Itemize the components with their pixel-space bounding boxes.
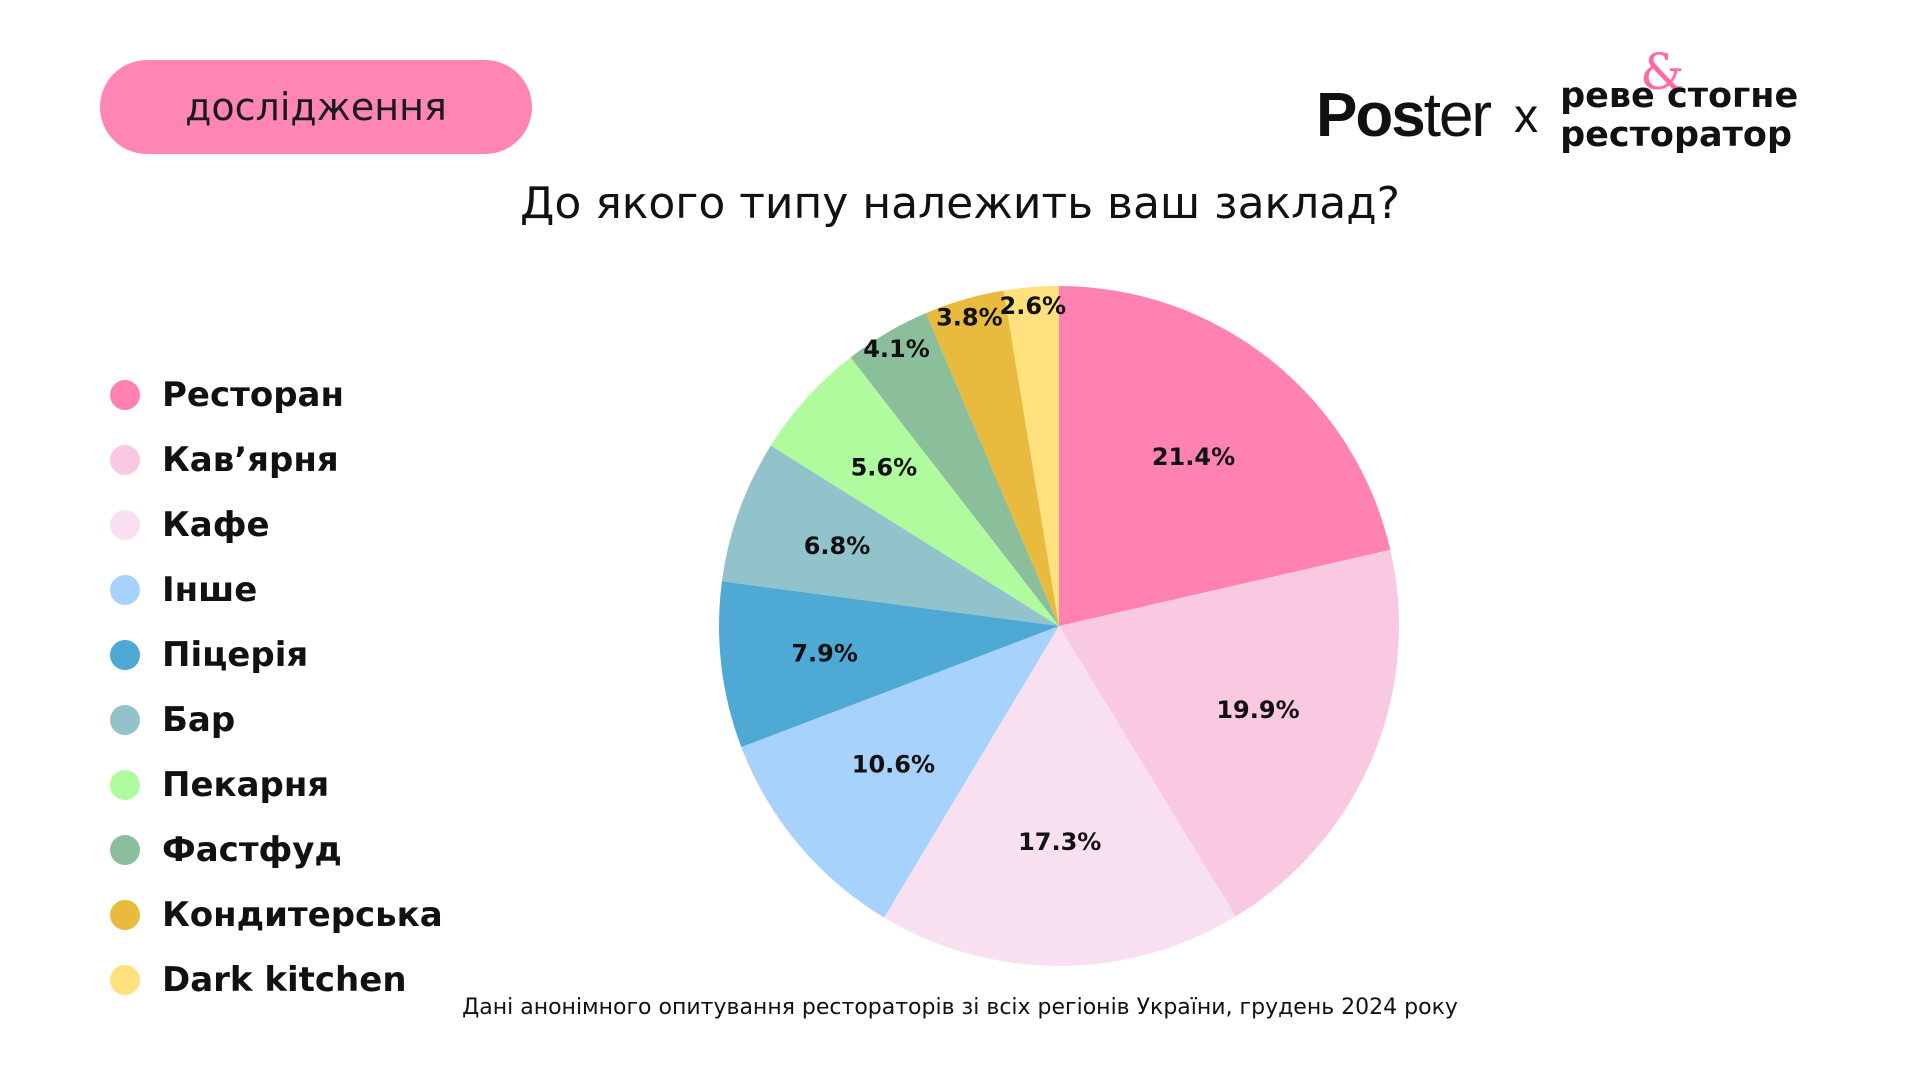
partner-logo-line1: реве стогне [1560,76,1799,116]
pie-slice [741,626,1059,918]
legend-item: Бар [110,687,443,752]
legend-item: Ресторан [110,362,443,427]
legend-label: Кав’ярня [162,439,339,480]
slice-value-label: 6.8% [804,532,871,560]
partner-logo-line2: ресторатор [1560,115,1793,155]
slice-value-label: 2.6% [1000,292,1067,320]
legend-swatch [110,834,140,865]
legend-label: Dark kitchen [162,959,407,1000]
pie-slice [1003,286,1059,626]
legend-item: Інше [110,557,443,622]
legend-swatch [110,509,140,540]
legend-item: Dark kitchen [110,947,443,1012]
legend-swatch [110,769,140,800]
brand-logos: Poster x & реве стогне ресторатор [1316,47,1799,166]
legend-swatch [110,964,140,995]
legend-label: Кондитерська [162,894,443,935]
research-badge: дослідження [100,60,532,154]
pie-slice [850,313,1059,626]
pie-slice [1059,549,1399,917]
slice-value-label: 7.9% [791,639,858,667]
legend-label: Бар [162,699,236,740]
legend-label: Фастфуд [162,829,342,870]
legend-swatch [110,444,140,475]
pie-slice [884,626,1236,966]
footnote: Дані анонімного опитування рестораторів … [462,995,1458,1020]
chart-title: До якого типу належить ваш заклад? [520,178,1400,229]
pie-slices [719,286,1399,966]
legend-swatch [110,704,140,735]
poster-logo: Poster [1316,85,1492,147]
slice-value-label: 10.6% [852,751,935,779]
legend-swatch [110,639,140,670]
legend-label: Кафе [162,504,270,545]
legend-item: Фастфуд [110,817,443,882]
slice-value-label: 21.4% [1152,443,1235,471]
slice-value-label: 5.6% [851,454,918,482]
pie-slice [721,445,1059,626]
partner-logo: & реве стогне ресторатор [1560,47,1799,155]
slice-value-label: 17.3% [1018,828,1101,856]
partner-logo-ampersand: & [1640,43,1685,101]
slice-value-label: 19.9% [1216,696,1299,724]
legend-label: Ресторан [162,374,344,415]
slice-value-label: 3.8% [936,304,1003,332]
pie-labels: 21.4% 19.9% 17.3% 10.6% 7.9% 6.8% 5.6% 4.1%3.8%… [791,292,1299,856]
legend-label: Піцерія [162,634,309,675]
pie-slice [719,581,1059,748]
legend-swatch [110,899,140,930]
legend-label: Пекарня [162,764,330,805]
poster-logo-light: ter [1423,81,1492,150]
legend-swatch [110,379,140,410]
legend-item: Кондитерська [110,882,443,947]
pie-slice [1059,286,1391,626]
legend-label: Інше [162,569,258,610]
pie-slice [925,290,1059,626]
legend-item: Кафе [110,492,443,557]
legend-swatch [110,574,140,605]
slice-value-label: 4.1% [863,335,930,363]
poster-logo-bold: Pos [1316,81,1426,150]
legend-item: Кав’ярня [110,427,443,492]
legend-item: Піцерія [110,622,443,687]
logo-separator: x [1514,89,1539,143]
legend-item: Пекарня [110,752,443,817]
pie-slice [770,357,1059,626]
research-badge-label: дослідження [185,85,447,129]
chart-legend: Ресторан Кав’ярня Кафе Інше Піцерія Бар Пекарн… [110,362,443,1012]
